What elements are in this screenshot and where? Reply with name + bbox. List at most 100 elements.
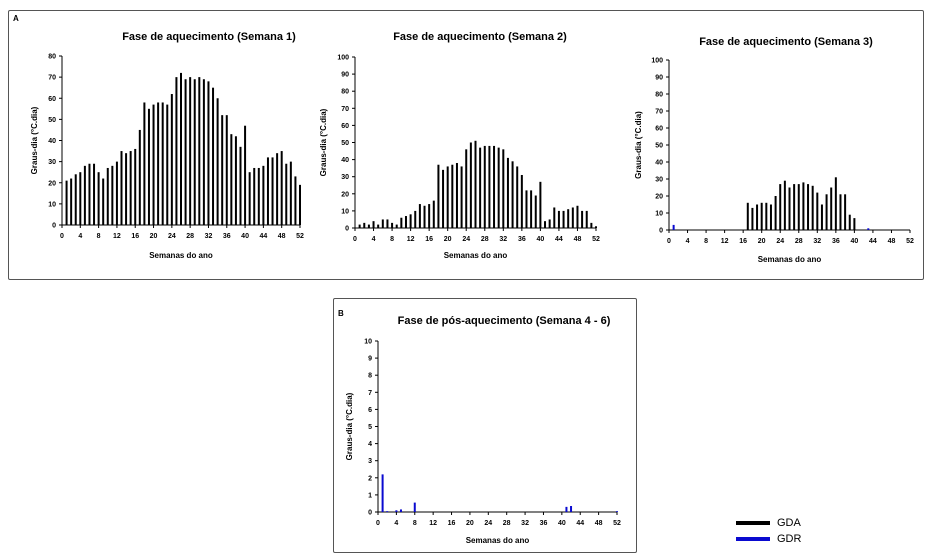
- bar-gda-week-37: [230, 134, 233, 225]
- x-axis-label: Semanas do ano: [149, 251, 213, 260]
- bar-gda-week-9: [102, 178, 105, 225]
- bar-gda-week-41: [544, 221, 547, 228]
- bar-gda-week-20: [152, 104, 155, 225]
- bar-gda-week-48: [280, 151, 283, 225]
- x-tick-label: 0: [667, 238, 671, 245]
- x-tick-label: 20: [444, 236, 452, 243]
- y-tick-label: 0: [52, 223, 56, 230]
- x-tick-label: 4: [686, 238, 690, 245]
- bar-gda-week-3: [367, 224, 370, 228]
- y-tick-label: 3: [368, 458, 372, 465]
- bar-gda-week-39: [534, 195, 537, 228]
- bar-gda-week-32: [816, 192, 819, 230]
- x-tick-label: 0: [60, 233, 64, 240]
- bar-gda-week-11: [404, 216, 407, 228]
- y-tick-label: 80: [341, 89, 349, 96]
- y-axis-label: Graus-dia (°C.dia): [634, 111, 643, 179]
- bar-gda-week-43: [553, 207, 556, 228]
- chart-title: Fase de pós-aquecimento (Semana 4 - 6): [398, 315, 611, 327]
- bar-gda-week-47: [276, 153, 279, 225]
- legend-item-gdr: GDR: [736, 531, 801, 547]
- bar-gdr-week-42: [570, 506, 573, 512]
- bar-gdr-week-2: [386, 511, 389, 512]
- bar-gda-week-41: [248, 172, 251, 225]
- bar-gda-week-39: [848, 214, 851, 230]
- bar-gda-week-33: [820, 204, 823, 230]
- y-tick-label: 40: [341, 157, 349, 164]
- x-tick-label: 44: [869, 238, 877, 245]
- bar-gda-week-39: [239, 146, 242, 225]
- y-tick-label: 90: [341, 72, 349, 79]
- bar-gda-week-26: [788, 187, 791, 230]
- bar-gda-week-30: [198, 77, 201, 225]
- y-tick-label: 60: [655, 126, 663, 133]
- bar-gda-week-40: [244, 125, 247, 225]
- bar-gda-week-44: [262, 165, 265, 225]
- y-tick-label: 5: [368, 424, 372, 431]
- x-tick-label: 4: [372, 236, 376, 243]
- bar-gda-week-6: [88, 163, 91, 225]
- legend-label-gda: GDA: [777, 517, 801, 529]
- legend-label-gdr: GDR: [777, 533, 802, 545]
- x-tick-label: 40: [241, 233, 249, 240]
- y-tick-label: 10: [341, 208, 349, 215]
- bar-gda-week-26: [474, 140, 477, 228]
- bar-gda-week-21: [765, 202, 768, 230]
- bar-gda-week-7: [93, 163, 96, 225]
- bar-gda-week-18: [143, 102, 146, 225]
- bar-gda-week-40: [539, 181, 542, 228]
- x-tick-label: 48: [595, 520, 603, 527]
- x-tick-label: 32: [813, 238, 821, 245]
- x-tick-label: 48: [278, 233, 286, 240]
- bar-gda-week-35: [221, 115, 224, 225]
- bar-gda-week-23: [166, 104, 169, 225]
- bar-gda-week-50: [585, 210, 588, 228]
- bar-gda-week-6: [381, 219, 384, 228]
- bar-gda-week-32: [207, 81, 210, 225]
- bar-gda-week-17: [138, 129, 141, 225]
- y-tick-label: 70: [48, 75, 56, 82]
- bar-gdr-week-43: [867, 228, 870, 230]
- bar-gda-week-38: [844, 194, 847, 230]
- panel-a-label: A: [13, 14, 19, 23]
- x-tick-label: 28: [503, 520, 511, 527]
- legend-swatch-gdr: [736, 537, 770, 541]
- y-tick-label: 30: [48, 159, 56, 166]
- bar-gda-week-51: [590, 222, 593, 228]
- bar-gda-week-44: [557, 210, 560, 228]
- bar-gdr-week-1: [672, 224, 675, 230]
- x-tick-label: 24: [776, 238, 784, 245]
- y-tick-label: 9: [368, 356, 372, 363]
- x-tick-label: 24: [168, 233, 176, 240]
- x-tick-label: 20: [150, 233, 158, 240]
- y-axis-label: Graus-dia (°C.dia): [319, 108, 328, 176]
- bar-gda-week-18: [437, 164, 440, 228]
- bar-gda-week-30: [807, 184, 810, 230]
- bar-gda-week-17: [746, 202, 749, 230]
- bar-gda-week-31: [202, 79, 205, 225]
- y-tick-label: 40: [48, 138, 56, 145]
- bar-gda-week-36: [225, 115, 228, 225]
- bar-gda-week-45: [266, 157, 269, 225]
- bar-gda-week-31: [497, 147, 500, 228]
- x-tick-label: 4: [394, 520, 398, 527]
- bar-gda-week-42: [253, 167, 256, 225]
- bar-gda-week-16: [428, 204, 431, 228]
- x-tick-label: 12: [721, 238, 729, 245]
- bar-gda-week-29: [802, 182, 805, 230]
- bar-gda-week-24: [779, 184, 782, 230]
- y-tick-label: 70: [655, 109, 663, 116]
- bar-gda-week-7: [386, 219, 389, 228]
- y-tick-label: 20: [48, 180, 56, 187]
- bar-gda-week-22: [769, 204, 772, 230]
- bar-gda-week-29: [193, 79, 196, 225]
- bar-gda-week-14: [125, 153, 128, 225]
- bar-gda-week-23: [460, 166, 463, 228]
- bar-gda-week-19: [147, 108, 150, 225]
- bar-gda-week-2: [70, 178, 73, 225]
- bar-gda-week-38: [530, 190, 533, 228]
- bar-gda-week-47: [571, 207, 574, 228]
- x-tick-label: 16: [131, 233, 139, 240]
- y-tick-label: 8: [368, 373, 372, 380]
